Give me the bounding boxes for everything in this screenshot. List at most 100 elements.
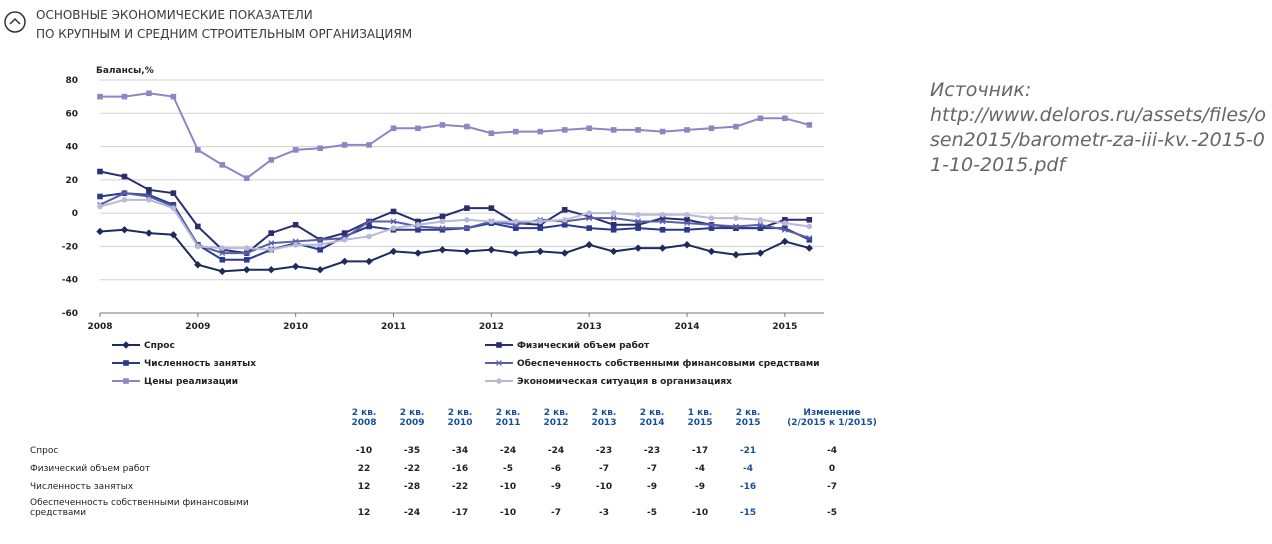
marker bbox=[243, 175, 250, 181]
marker bbox=[121, 197, 128, 203]
cell: -3 bbox=[599, 508, 609, 518]
cell: -5 bbox=[647, 508, 657, 518]
cell: -9 bbox=[695, 482, 705, 492]
series-line bbox=[99, 198, 810, 251]
marker bbox=[340, 257, 349, 266]
cell: -5 bbox=[827, 508, 837, 518]
marker bbox=[782, 115, 788, 122]
marker bbox=[806, 122, 813, 128]
y-tick-label: -40 bbox=[62, 276, 78, 286]
cell: -17 bbox=[451, 508, 469, 518]
column-header: 2 кв. 2010 bbox=[447, 408, 473, 428]
column-header: 2 кв. 2012 bbox=[543, 408, 569, 428]
marker bbox=[317, 145, 323, 152]
marker bbox=[512, 249, 520, 257]
marker bbox=[218, 267, 227, 276]
marker bbox=[561, 217, 568, 223]
marker bbox=[464, 123, 470, 130]
marker bbox=[390, 225, 397, 231]
x-tick-label: 2011 bbox=[381, 322, 406, 332]
marker bbox=[634, 244, 642, 252]
marker bbox=[610, 210, 617, 216]
marker bbox=[757, 115, 764, 122]
marker bbox=[97, 168, 103, 175]
column-header: Изменение (2/2015 к 1/2015) bbox=[787, 408, 877, 428]
marker bbox=[610, 226, 617, 233]
cell: 12 bbox=[357, 482, 371, 492]
column-header: 2 кв. 2014 bbox=[639, 408, 665, 428]
marker bbox=[561, 127, 568, 133]
cell: -9 bbox=[551, 482, 561, 492]
marker bbox=[366, 223, 372, 230]
marker bbox=[708, 221, 715, 228]
table-row: Обеспеченность собственными финансовыми … bbox=[30, 492, 877, 518]
cell: -4 bbox=[743, 464, 753, 474]
cell: -7 bbox=[599, 464, 609, 474]
y-tick-label: 40 bbox=[65, 143, 78, 153]
row-label: Численность занятых bbox=[30, 482, 134, 492]
cell: -17 bbox=[691, 446, 709, 456]
cell: 0 bbox=[828, 464, 836, 474]
marker bbox=[659, 218, 666, 225]
legend-marker bbox=[496, 360, 502, 366]
marker bbox=[708, 125, 715, 132]
marker bbox=[659, 128, 666, 135]
marker bbox=[268, 230, 275, 236]
marker bbox=[586, 215, 593, 222]
marker bbox=[463, 247, 471, 256]
marker bbox=[292, 221, 299, 228]
x-tick-label: 2013 bbox=[577, 322, 602, 332]
marker bbox=[390, 208, 397, 215]
marker bbox=[757, 217, 764, 223]
legend-label: Спрос bbox=[144, 341, 175, 351]
marker bbox=[390, 218, 397, 225]
marker bbox=[292, 241, 299, 248]
cell: -24 bbox=[403, 508, 421, 518]
marker bbox=[635, 127, 641, 133]
marker bbox=[195, 147, 201, 153]
x-tick-label: 2009 bbox=[185, 322, 210, 332]
marker bbox=[463, 225, 470, 232]
cell: -9 bbox=[647, 482, 657, 492]
y-tick-label: 0 bbox=[72, 209, 78, 219]
marker bbox=[439, 213, 446, 220]
marker bbox=[341, 236, 348, 243]
cell: -16 bbox=[739, 482, 757, 492]
marker bbox=[513, 128, 519, 135]
marker bbox=[586, 125, 592, 132]
marker bbox=[415, 125, 421, 132]
marker bbox=[146, 197, 152, 203]
marker bbox=[609, 247, 618, 256]
marker bbox=[464, 205, 470, 211]
marker bbox=[389, 247, 398, 256]
marker bbox=[513, 225, 519, 231]
marker bbox=[120, 226, 129, 234]
marker bbox=[219, 256, 226, 263]
header-icon-arrow bbox=[9, 17, 21, 25]
cell: -7 bbox=[647, 464, 657, 474]
cell: 22 bbox=[357, 464, 371, 474]
cell: -10 bbox=[595, 482, 613, 492]
marker bbox=[268, 157, 275, 163]
marker bbox=[121, 173, 128, 180]
table-row: Численность занятых 12 -28 -22 -10 -9 -10 -9 -9 -… bbox=[30, 474, 877, 492]
marker bbox=[366, 142, 372, 148]
cell: -10 bbox=[499, 508, 517, 518]
corner bbox=[30, 408, 340, 438]
cell: -7 bbox=[827, 482, 837, 492]
marker bbox=[586, 225, 592, 231]
marker bbox=[683, 241, 691, 249]
x-tick-label: 2010 bbox=[283, 322, 308, 332]
marker bbox=[585, 241, 593, 249]
marker bbox=[586, 210, 592, 216]
marker bbox=[170, 205, 177, 211]
legend-marker bbox=[123, 378, 129, 384]
marker bbox=[708, 225, 715, 231]
cell: -10 bbox=[355, 446, 373, 456]
table-row: Спрос -10 -35 -34 -24 -24 -23 -23 -17 -21 -4 bbox=[30, 438, 877, 456]
column-header: 2 кв. 2013 bbox=[591, 408, 617, 428]
source-label: Источник: bbox=[930, 79, 1032, 101]
column-header: 1 кв. 2015 bbox=[687, 408, 713, 428]
source-url: http://www.deloros.ru/assets/files/osen2… bbox=[930, 104, 1266, 176]
